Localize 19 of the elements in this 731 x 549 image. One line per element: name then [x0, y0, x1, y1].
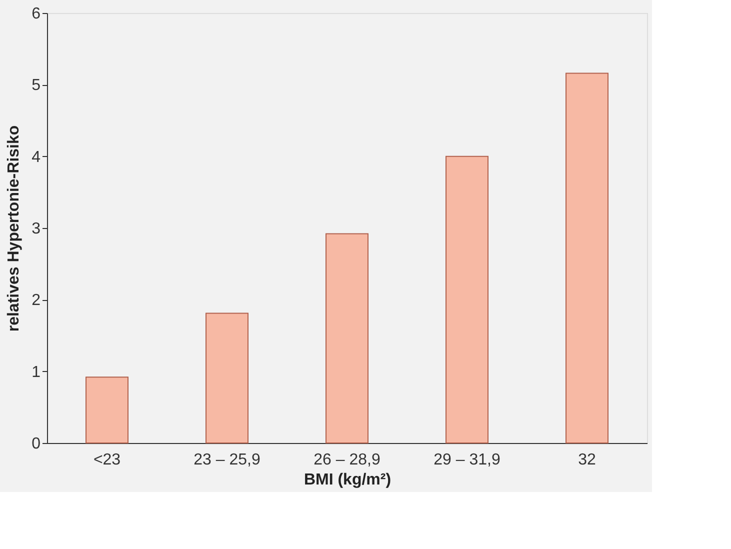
y-tick-label: 2: [32, 292, 41, 310]
x-tick-label: 29 – 31,9: [434, 452, 500, 468]
y-tick-label: 0: [32, 436, 41, 452]
bar: [206, 312, 248, 444]
x-tick-label: 26 – 28,9: [314, 452, 380, 468]
y-axis-title: relatives Hypertonie-Risiko: [6, 125, 23, 332]
bar: [446, 156, 488, 444]
x-tick-label: 32: [578, 452, 596, 468]
bar: [566, 72, 608, 444]
y-tick-label: 5: [32, 77, 41, 94]
y-tick-label: 3: [32, 220, 41, 238]
x-axis-title: BMI (kg/m²): [304, 472, 392, 488]
x-tick-label: <23: [93, 452, 121, 468]
bar: [326, 233, 368, 444]
bar: [86, 376, 128, 444]
y-tick-label: 4: [32, 148, 41, 166]
x-tick-label: 23 – 25,9: [194, 452, 260, 468]
y-tick-label: 1: [32, 364, 41, 381]
y-tick-label: 6: [32, 6, 41, 22]
